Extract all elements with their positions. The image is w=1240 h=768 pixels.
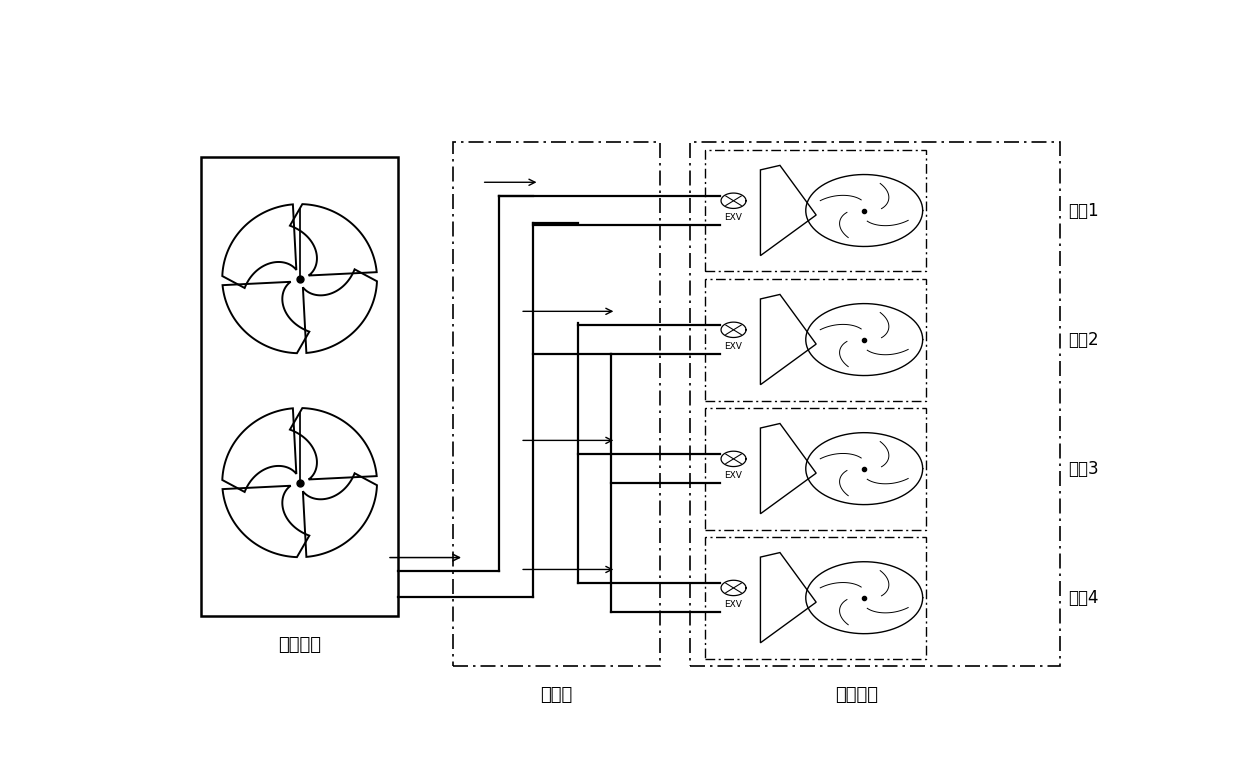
Bar [704, 279, 926, 401]
Text: 内机2: 内机2 [1068, 330, 1099, 349]
Text: 内机1: 内机1 [1068, 201, 1099, 220]
Text: EXV: EXV [724, 342, 743, 351]
Bar [704, 408, 926, 530]
Text: 内机3: 内机3 [1068, 459, 1099, 478]
Bar [704, 150, 926, 272]
Bar [453, 142, 660, 666]
Bar [704, 537, 926, 659]
Text: EXV: EXV [724, 600, 743, 609]
Text: EXV: EXV [724, 471, 743, 480]
Text: 分屐管: 分屐管 [541, 687, 573, 704]
Bar [691, 142, 1060, 666]
Text: EXV: EXV [724, 213, 743, 222]
Text: 多联内机: 多联内机 [836, 687, 878, 704]
Bar [201, 157, 398, 615]
Text: 多联外机: 多联外机 [278, 636, 321, 654]
Text: 内机4: 内机4 [1068, 589, 1099, 607]
